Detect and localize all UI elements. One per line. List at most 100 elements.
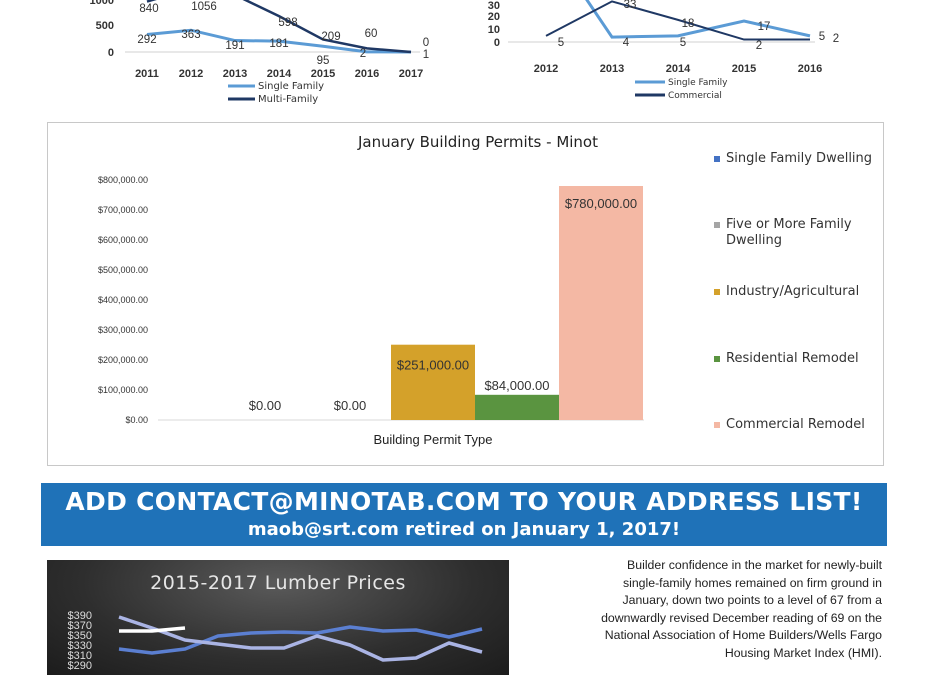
data-label-single-family: 17: [758, 21, 771, 33]
data-label-bar: $251,000.00: [397, 358, 469, 373]
y-tick-label: $400,000.00: [98, 295, 148, 305]
data-label-commercial: 18: [682, 18, 695, 30]
data-label-commercial: 5: [558, 37, 564, 49]
data-label-single-family: 4: [623, 37, 630, 49]
x-tick-label: 2014: [267, 68, 292, 80]
article-text: Builder confidence in the market for new…: [520, 557, 882, 663]
x-tick-label: 2012: [179, 68, 203, 80]
bar-residential-remodel: [475, 394, 559, 420]
data-label-multi-family: 0: [423, 37, 429, 49]
y-tick-label: $300,000.00: [98, 325, 148, 335]
chart-january-permits: $800,000.00 $700,000.00 $600,000.00 $500,00…: [47, 122, 884, 466]
bar-industry-agricultural: [391, 344, 475, 420]
legend-label: Single Family Dwelling: [726, 151, 873, 166]
y-tick-label: $330: [68, 640, 92, 652]
lumber-series-line-2: [118, 615, 483, 662]
contact-banner: ADD CONTACT@MINOTAB.COM TO YOUR ADDRESS …: [41, 483, 887, 546]
article-line: single-family homes remained on firm gro…: [622, 575, 882, 590]
legend-label-commercial: Commercial: [668, 91, 722, 101]
data-label-multi-family: 209: [321, 31, 340, 43]
data-label-single-family: 363: [181, 29, 200, 41]
y-tick-label: $800,000.00: [98, 175, 148, 185]
series-line-multi-family: [146, 0, 412, 54]
y-tick-label: $600,000.00: [98, 235, 148, 245]
lumber-series-line-1: [118, 625, 483, 655]
y-tick-label: 10: [488, 24, 500, 36]
article-line: downwardly revised December reading of 6…: [601, 610, 882, 625]
chart-title: January Building Permits - Minot: [358, 133, 598, 151]
article-line: January, down two points to a level of 6…: [622, 593, 882, 608]
bar-chart-svg: $800,000.00 $700,000.00 $600,000.00 $500,00…: [98, 175, 644, 447]
data-label-bar: $84,000.00: [484, 378, 549, 393]
banner-headline: ADD CONTACT@MINOTAB.COM TO YOUR ADDRESS …: [65, 487, 863, 516]
data-label-single-family: 181: [269, 38, 288, 50]
data-label-single-family: 292: [137, 34, 156, 46]
data-label-single-family: 2: [360, 48, 366, 60]
article-line: Housing Market Index (HMI).: [724, 645, 882, 660]
x-tick-label: 2017: [399, 68, 423, 80]
data-label-multi-family: 60: [365, 28, 378, 40]
legend-label: Commercial Remodel: [726, 417, 865, 432]
y-tick-label: $200,000.00: [98, 355, 148, 365]
data-label-single-family: 95: [317, 55, 330, 67]
data-label-bar: $0.00: [334, 398, 367, 413]
x-tick-label: 2014: [666, 63, 691, 75]
data-label-multi-family: 1056: [191, 1, 217, 13]
lumber-chart-title: 2015-2017 Lumber Prices: [150, 572, 406, 594]
lumber-series-line-3: [119, 626, 186, 633]
data-label-commercial: 2: [756, 40, 762, 52]
banner-subline: maob@srt.com retired on January 1, 2017!: [247, 519, 681, 540]
y-tick-label: $0.00: [125, 415, 148, 425]
legend-swatch: [714, 356, 720, 362]
data-label-single-family: 5: [819, 31, 825, 43]
article-line: National Association of Home Builders/We…: [604, 628, 882, 643]
y-tick-label: $500,000.00: [98, 265, 148, 275]
series-line-single-family: [585, 0, 811, 39]
legend-label: Five or More Family Dwelling: [726, 217, 852, 248]
series-line-single-family: [146, 28, 412, 54]
data-label-single-family: 5: [680, 37, 686, 49]
legend-swatch: [714, 156, 720, 162]
y-tick-label: 0: [108, 47, 114, 59]
y-tick-label: $290: [68, 660, 92, 672]
legend-swatch: [714, 422, 720, 428]
chart-lumber-prices: 2015-2017 Lumber Prices $390 $370 $350 $330…: [47, 560, 509, 675]
legend-swatch: [714, 222, 720, 228]
y-tick-label: 20: [488, 11, 500, 23]
lumber-chart-svg: $390$370$350$330$310$290: [68, 610, 483, 672]
y-tick-label: 1000: [90, 0, 114, 7]
y-tick-label: $100,000.00: [98, 385, 148, 395]
x-tick-label: 2015: [732, 63, 756, 75]
data-label-bar: $0.00: [249, 398, 282, 413]
series-line-commercial: [545, 0, 810, 41]
data-label-commercial: 33: [624, 0, 637, 11]
y-tick-label: $310: [68, 650, 92, 662]
y-tick-label: 0: [494, 37, 500, 49]
chart-housing-units: 500 0 1000 2011 2012 2013 2014 2015 2016 2017 292 3…: [90, 0, 429, 105]
x-tick-label: 2011: [135, 68, 159, 80]
y-tick-label: $350: [68, 630, 92, 642]
y-tick-label: $390: [68, 610, 92, 622]
x-tick-label: 2015: [311, 68, 335, 80]
data-label-multi-family: 598: [278, 17, 297, 29]
x-tick-label: 2013: [600, 63, 624, 75]
y-tick-label: $700,000.00: [98, 205, 148, 215]
y-tick-label: 30: [488, 0, 500, 12]
data-label-multi-family: 840: [139, 3, 158, 15]
x-tick-label: 2016: [355, 68, 379, 80]
data-label-single-family: 1: [423, 49, 429, 61]
legend-swatch: [714, 289, 720, 295]
data-label-commercial: 2: [833, 33, 839, 45]
article-line: Builder confidence in the market for new…: [627, 558, 882, 572]
x-tick-label: 2012: [534, 63, 558, 75]
legend-label-single-family: Single Family: [258, 81, 324, 92]
bar-commercial-remodel: [559, 186, 643, 420]
x-axis-title: Building Permit Type: [374, 432, 493, 447]
data-label-single-family: 191: [225, 40, 244, 52]
y-tick-label: 500: [96, 20, 114, 32]
data-label-bar: $780,000.00: [565, 196, 637, 211]
x-tick-label: 2016: [798, 63, 822, 75]
legend-label-multi-family: Multi-Family: [258, 94, 318, 105]
y-tick-label: $370: [68, 620, 92, 632]
